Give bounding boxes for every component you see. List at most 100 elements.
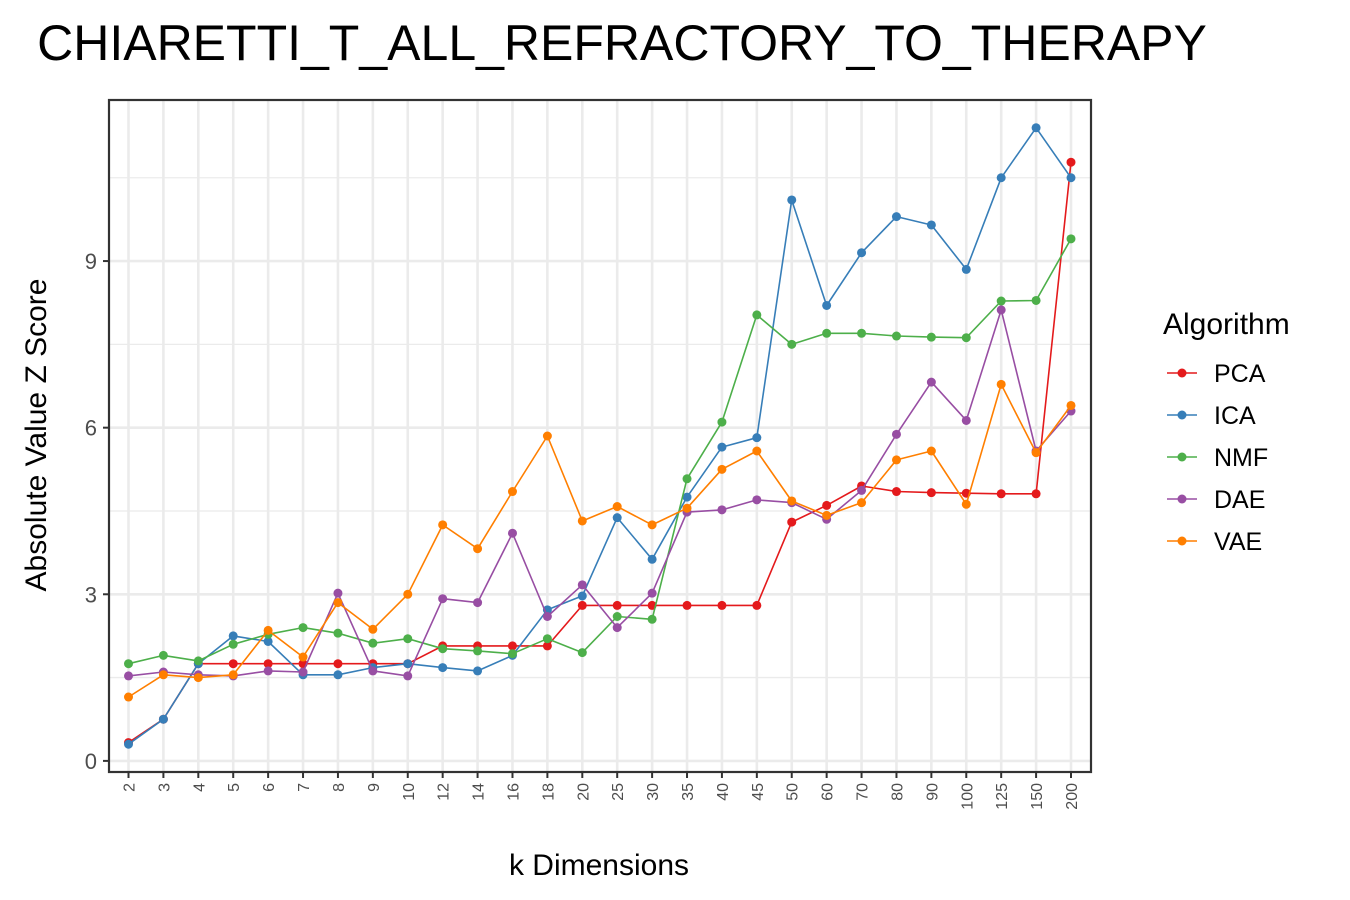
data-point-nmf bbox=[403, 634, 413, 644]
x-tick-label: 10 bbox=[401, 783, 418, 801]
data-point-nmf bbox=[787, 339, 797, 349]
data-point-vae bbox=[124, 692, 133, 702]
data-point-vae bbox=[368, 624, 378, 634]
data-point-pca bbox=[612, 600, 622, 610]
y-tick-label: 3 bbox=[85, 582, 97, 607]
x-tick-label: 200 bbox=[1064, 783, 1081, 810]
y-tick-label: 0 bbox=[85, 749, 97, 774]
series-vae bbox=[124, 379, 1076, 702]
data-point-dae bbox=[333, 588, 343, 598]
x-tick-label: 14 bbox=[471, 783, 488, 801]
data-point-nmf bbox=[473, 646, 483, 656]
data-point-nmf bbox=[438, 644, 448, 654]
data-point-nmf bbox=[542, 634, 552, 644]
legend-key-point bbox=[1177, 368, 1187, 378]
x-tick-label: 9 bbox=[366, 783, 383, 792]
data-point-ica bbox=[857, 248, 867, 258]
data-point-vae bbox=[193, 673, 203, 683]
data-point-vae bbox=[961, 499, 971, 509]
data-point-vae bbox=[507, 487, 517, 497]
data-point-vae bbox=[682, 503, 692, 513]
x-tick-label: 8 bbox=[331, 783, 348, 792]
x-tick-label: 35 bbox=[680, 783, 697, 801]
data-point-nmf bbox=[158, 650, 168, 660]
data-point-nmf bbox=[507, 649, 517, 659]
series-line-nmf bbox=[128, 238, 1072, 665]
series-lines bbox=[124, 123, 1076, 749]
data-point-pca bbox=[752, 600, 762, 610]
legend-key-point bbox=[1177, 410, 1187, 420]
data-point-dae bbox=[473, 598, 483, 608]
data-point-dae bbox=[647, 588, 657, 598]
data-point-dae bbox=[717, 505, 727, 515]
data-point-nmf bbox=[1066, 234, 1076, 244]
x-tick-label: 150 bbox=[1029, 783, 1046, 810]
legend-item-pca: PCA bbox=[1167, 360, 1266, 388]
data-point-ica bbox=[612, 513, 622, 523]
data-point-pca bbox=[822, 500, 832, 510]
data-point-dae bbox=[891, 429, 901, 439]
x-tick-label: 45 bbox=[750, 783, 767, 801]
x-tick-label: 100 bbox=[959, 783, 976, 810]
y-tick-label: 9 bbox=[85, 249, 97, 274]
data-point-ica bbox=[926, 220, 936, 230]
x-tick-label: 60 bbox=[820, 783, 837, 801]
data-point-ica bbox=[473, 666, 483, 676]
data-point-vae bbox=[926, 446, 936, 456]
data-point-vae bbox=[438, 520, 448, 530]
data-point-ica bbox=[717, 442, 727, 452]
legend-key-point bbox=[1177, 536, 1187, 546]
data-point-pca bbox=[228, 659, 238, 669]
data-point-dae bbox=[752, 495, 762, 505]
y-tick-label: 6 bbox=[85, 416, 97, 441]
legend-item-dae: DAE bbox=[1167, 486, 1265, 514]
data-point-ica bbox=[577, 591, 587, 601]
data-point-dae bbox=[438, 594, 448, 604]
y-axis-title: Absolute Value Z Score bbox=[20, 279, 53, 592]
data-point-nmf bbox=[996, 296, 1006, 306]
x-tick-label: 2 bbox=[122, 783, 139, 792]
legend-label: PCA bbox=[1214, 360, 1266, 388]
data-point-nmf bbox=[822, 328, 832, 338]
data-point-nmf bbox=[682, 474, 692, 484]
x-tick-label: 3 bbox=[156, 783, 173, 792]
data-point-vae bbox=[577, 516, 587, 526]
data-point-pca bbox=[717, 600, 727, 610]
data-point-dae bbox=[507, 528, 517, 538]
data-point-vae bbox=[263, 625, 273, 635]
data-point-pca bbox=[542, 641, 552, 651]
y-axis: 0 3 6 9 bbox=[85, 249, 109, 774]
data-point-nmf bbox=[333, 628, 343, 638]
data-point-dae bbox=[542, 611, 552, 621]
x-tick-label: 5 bbox=[226, 783, 243, 792]
data-point-dae bbox=[996, 305, 1006, 315]
legend-key-point bbox=[1177, 452, 1187, 462]
data-point-nmf bbox=[961, 333, 971, 343]
data-point-ica bbox=[996, 173, 1006, 183]
data-point-nmf bbox=[926, 332, 936, 342]
data-point-vae bbox=[1066, 400, 1076, 410]
legend-label: NMF bbox=[1214, 444, 1268, 472]
data-point-dae bbox=[368, 666, 378, 676]
series-ica bbox=[124, 123, 1076, 749]
data-point-nmf bbox=[612, 611, 622, 621]
legend-label: VAE bbox=[1214, 528, 1262, 556]
x-tick-label: 16 bbox=[505, 783, 522, 801]
data-point-vae bbox=[612, 502, 622, 512]
data-point-nmf bbox=[298, 623, 308, 633]
legend-title: Algorithm bbox=[1163, 308, 1290, 341]
legend: Algorithm PCA ICA NMF DAE VAE bbox=[1163, 308, 1290, 556]
data-point-dae bbox=[961, 415, 971, 425]
legend-label: ICA bbox=[1214, 402, 1256, 430]
series-line-vae bbox=[128, 383, 1072, 698]
data-point-pca bbox=[333, 659, 343, 669]
gridlines bbox=[109, 100, 1091, 772]
data-point-vae bbox=[891, 455, 901, 465]
data-point-nmf bbox=[752, 310, 762, 320]
x-tick-label: 90 bbox=[924, 783, 941, 801]
x-tick-label: 125 bbox=[994, 783, 1011, 810]
data-point-ica bbox=[822, 300, 832, 310]
x-tick-label: 40 bbox=[715, 783, 732, 801]
x-axis-title: k Dimensions bbox=[509, 849, 689, 882]
data-point-nmf bbox=[368, 638, 378, 648]
